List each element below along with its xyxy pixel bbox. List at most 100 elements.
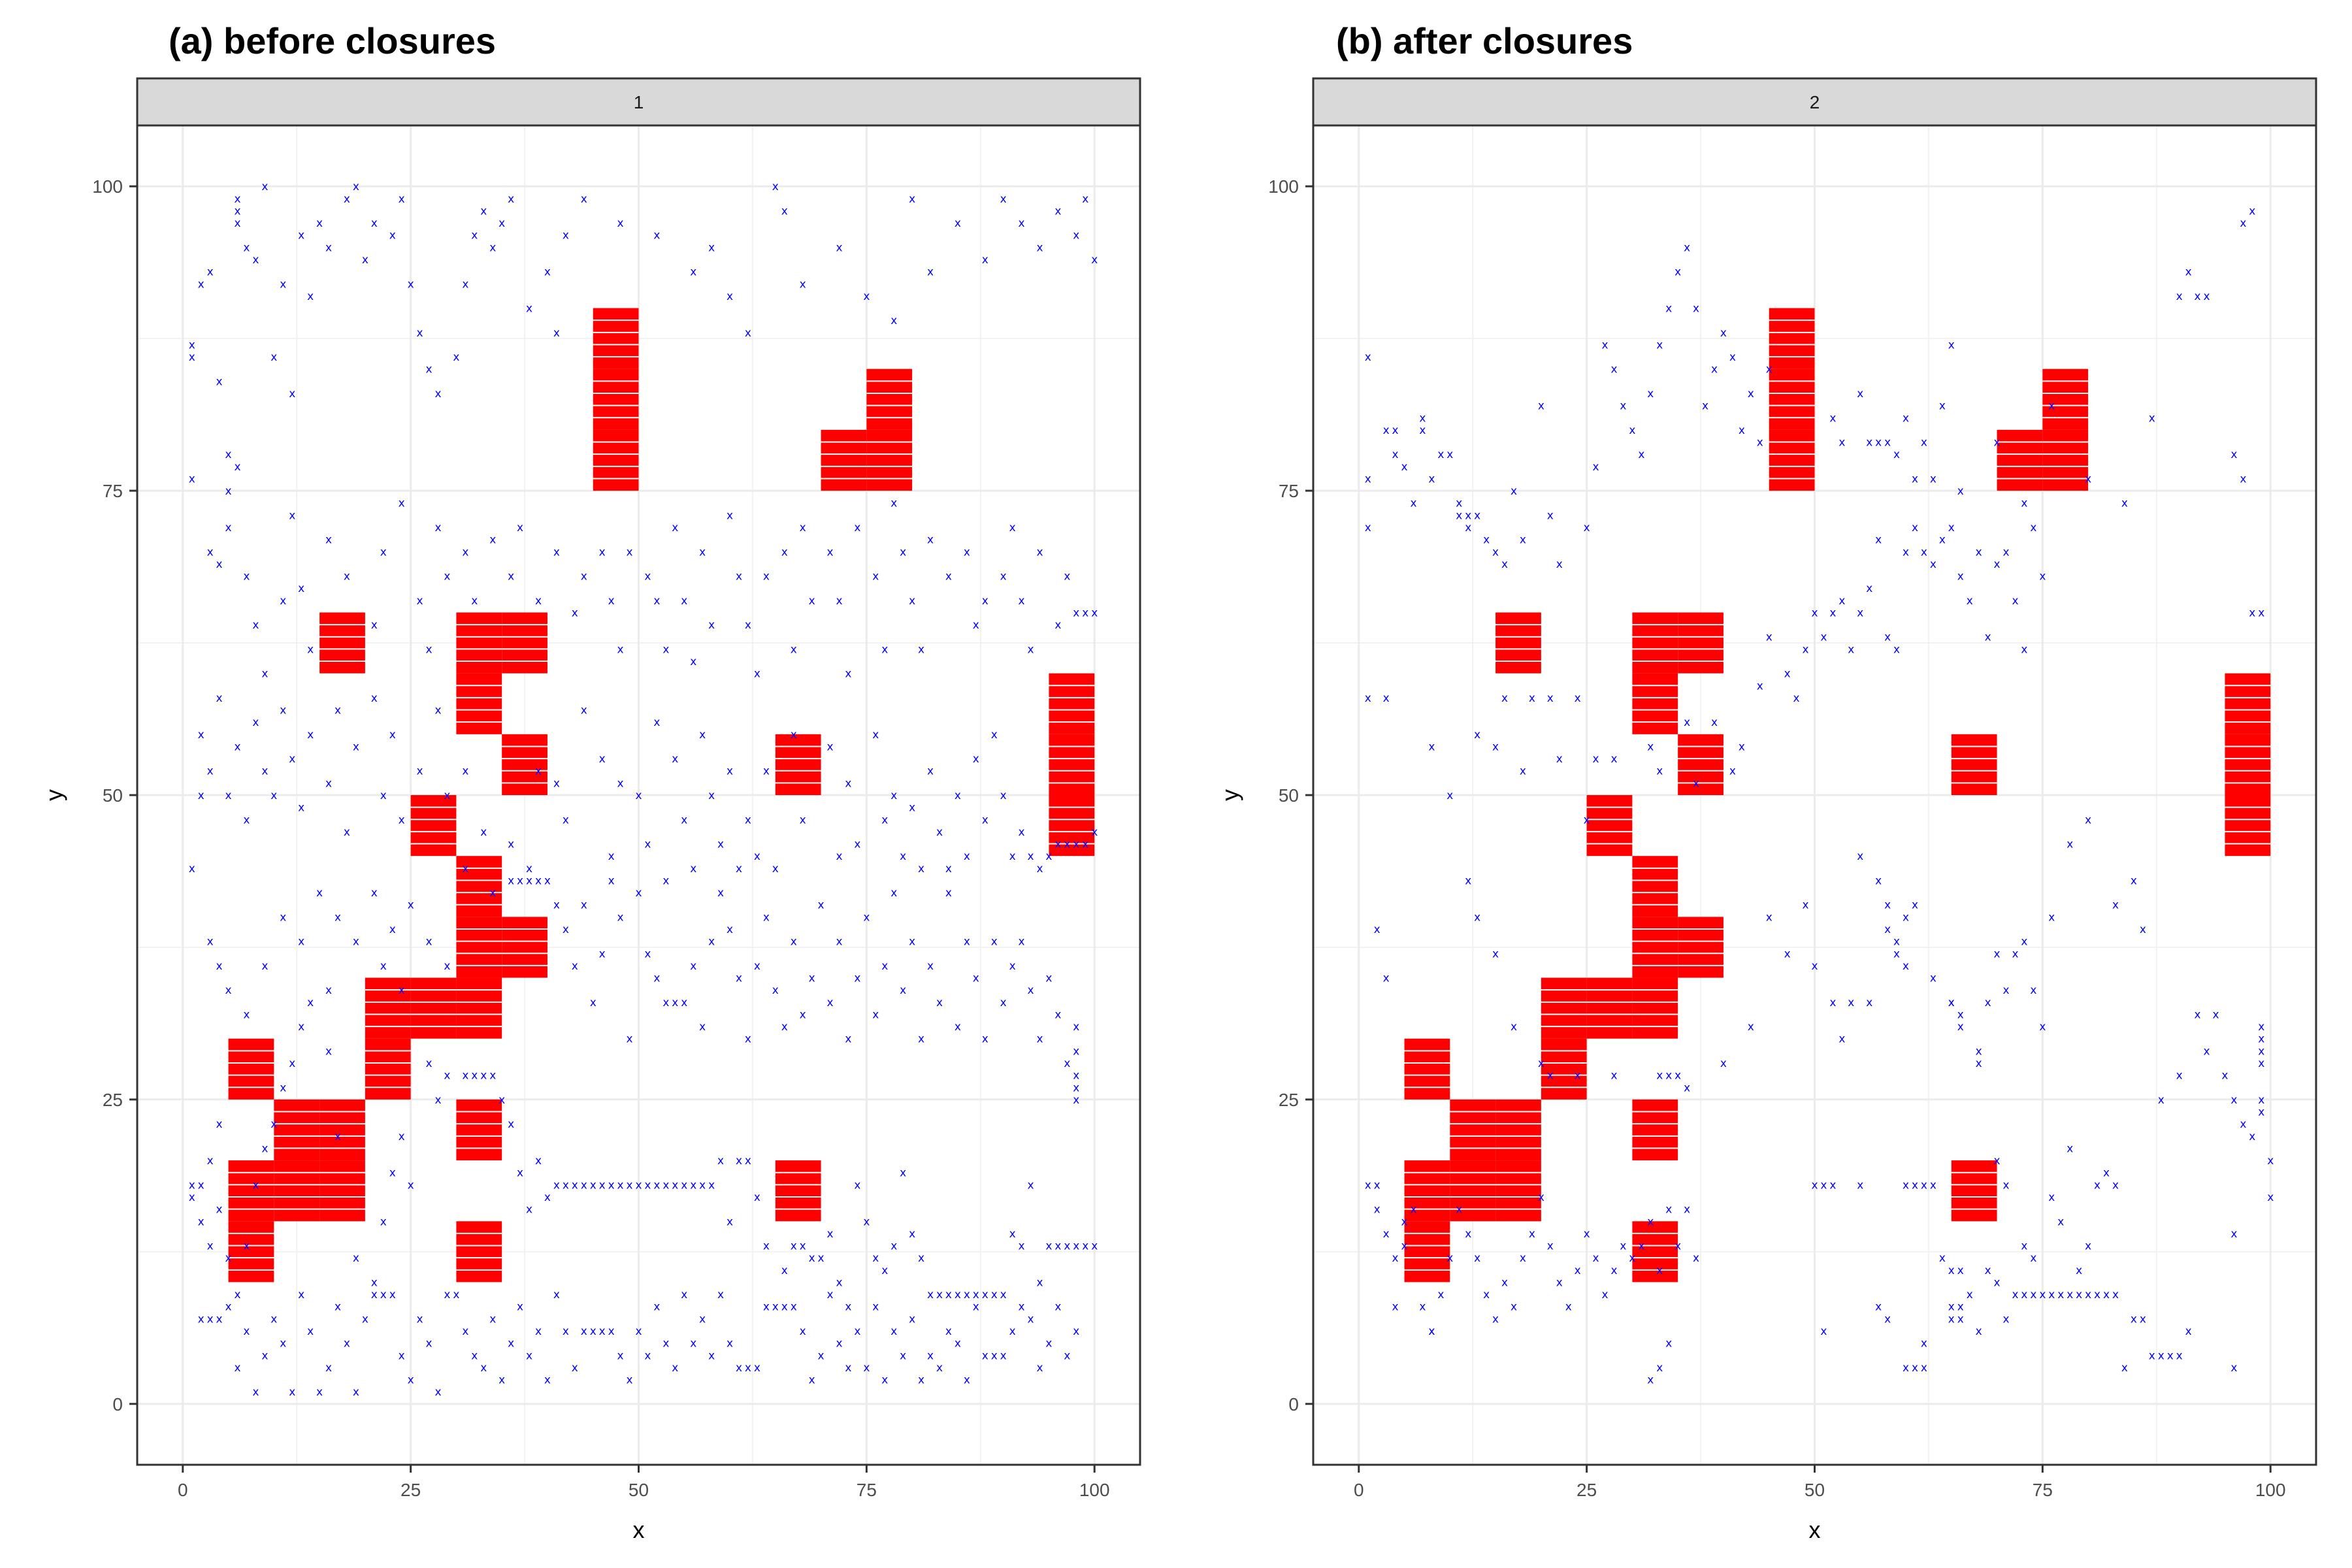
y-tick-label: 0: [112, 1394, 123, 1414]
data-point: x: [553, 546, 560, 559]
data-point: x: [635, 1179, 642, 1192]
data-point: x: [1428, 1325, 1435, 1338]
data-point: x: [298, 936, 304, 949]
closure-cell: [228, 1160, 274, 1222]
data-point: x: [444, 1070, 450, 1083]
data-point: x: [708, 789, 715, 802]
data-point: x: [1693, 777, 1699, 790]
data-point: x: [2185, 266, 2192, 279]
data-point: x: [198, 1215, 204, 1228]
x-tick-label: 100: [2255, 1480, 2286, 1500]
data-point: x: [198, 789, 204, 802]
x-tick-label: 25: [1576, 1480, 1597, 1500]
data-point: x: [462, 862, 468, 875]
data-point: x: [936, 1362, 943, 1375]
data-point: x: [763, 570, 770, 583]
data-point: x: [1921, 436, 1927, 449]
data-point: x: [1365, 1179, 1371, 1192]
data-point: x: [2003, 546, 2010, 559]
data-point: x: [371, 1276, 378, 1289]
closure-cell: [866, 368, 913, 430]
data-point: x: [827, 1288, 834, 1301]
closure-cell: [1632, 917, 1678, 978]
closure-cell: [1769, 308, 1815, 369]
data-point: x: [207, 765, 214, 778]
data-point: x: [1912, 1179, 1918, 1192]
closure-cell: [1450, 1160, 1496, 1222]
data-point: x: [1912, 472, 1918, 485]
data-point: x: [344, 570, 350, 583]
data-point: x: [1036, 546, 1043, 559]
data-point: x: [1866, 996, 1872, 1009]
data-point: x: [2258, 606, 2264, 619]
data-point: x: [1064, 1240, 1070, 1253]
data-point: x: [1000, 789, 1007, 802]
data-point: x: [690, 1337, 696, 1350]
y-axis-title: y: [41, 789, 67, 801]
data-point: x: [1620, 400, 1626, 413]
data-point: x: [1921, 1337, 1927, 1350]
closure-cell: [1632, 977, 1678, 1039]
data-point: x: [1693, 302, 1699, 316]
data-point: x: [1456, 1203, 1462, 1217]
data-point: x: [1073, 1325, 1079, 1338]
data-point: x: [973, 972, 979, 985]
data-point: x: [2258, 1021, 2264, 1034]
data-point: x: [444, 960, 450, 973]
data-point: x: [1054, 1301, 1061, 1314]
data-point: x: [1610, 1264, 1617, 1277]
data-point: x: [1638, 448, 1644, 461]
data-point: x: [553, 327, 560, 340]
closure-cell: [1632, 1099, 1678, 1161]
data-point: x: [690, 1179, 696, 1192]
data-point: x: [189, 862, 195, 875]
data-point: x: [1957, 485, 1964, 498]
y-tick-label: 100: [92, 176, 123, 197]
data-point: x: [918, 643, 924, 656]
data-point: x: [207, 1154, 214, 1168]
data-point: x: [399, 1349, 405, 1362]
data-point: x: [690, 655, 696, 668]
data-point: x: [2030, 1288, 2036, 1301]
data-point: x: [1967, 595, 1973, 608]
data-point: x: [234, 1362, 240, 1375]
data-point: x: [982, 1033, 988, 1046]
data-point: x: [1511, 1021, 1517, 1034]
data-point: x: [2240, 472, 2246, 485]
data-point: x: [872, 1252, 879, 1265]
y-axis-title: y: [1217, 789, 1243, 801]
data-point: x: [1857, 850, 1863, 863]
data-point: x: [791, 1301, 797, 1314]
closure-cell: [1586, 977, 1633, 1039]
data-point: x: [736, 862, 742, 875]
data-point: x: [2240, 217, 2246, 230]
data-point: x: [800, 813, 806, 826]
data-point: x: [617, 911, 624, 924]
data-point: x: [708, 241, 715, 254]
data-point: x: [1948, 996, 1955, 1009]
data-point: x: [754, 850, 760, 863]
data-point: x: [563, 1179, 569, 1192]
data-point: x: [1374, 1203, 1380, 1217]
data-point: x: [1875, 1301, 1882, 1314]
data-point: x: [563, 813, 569, 826]
closure-cell: [1049, 795, 1095, 857]
data-point: x: [2195, 290, 2201, 303]
facet-strip: [1312, 77, 2317, 127]
data-point: x: [1720, 327, 1727, 340]
data-point: x: [544, 1191, 551, 1204]
data-point: x: [1647, 1215, 1654, 1228]
data-point: x: [1848, 996, 1854, 1009]
closure-cell: [2042, 429, 2089, 491]
data-point: x: [261, 668, 268, 681]
data-point: x: [2149, 1349, 2155, 1362]
data-point: x: [316, 887, 323, 900]
data-point: x: [252, 1386, 259, 1399]
data-point: x: [2012, 1288, 2018, 1301]
data-point: x: [1866, 582, 1872, 595]
data-point: x: [1610, 1070, 1617, 1083]
data-point: x: [1556, 753, 1563, 766]
data-point: x: [1684, 1081, 1690, 1094]
data-point: x: [2249, 606, 2255, 619]
closure-cell: [228, 1221, 274, 1282]
